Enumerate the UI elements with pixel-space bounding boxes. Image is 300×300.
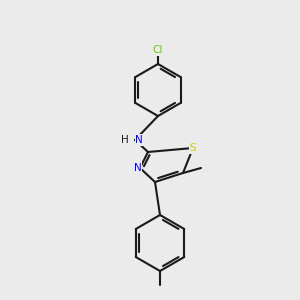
Text: Cl: Cl <box>153 45 163 55</box>
Text: N: N <box>135 135 143 145</box>
Text: N: N <box>134 163 142 173</box>
Text: S: S <box>190 143 196 153</box>
Text: H: H <box>121 135 129 145</box>
